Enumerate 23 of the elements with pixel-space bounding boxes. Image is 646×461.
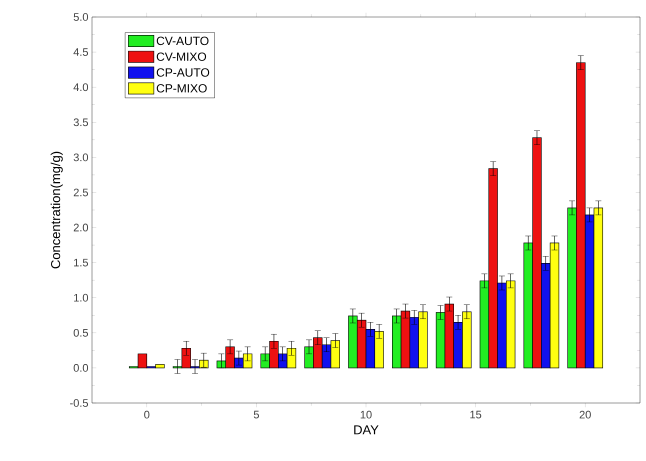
x-tick-label: 0 — [144, 410, 150, 419]
y-tick-label: 4.5 — [73, 48, 88, 56]
y-tick-label: 1.5 — [74, 258, 88, 266]
x-tick-label: 20 — [580, 410, 591, 419]
x-tick-label: 15 — [470, 410, 482, 418]
y-tick-label: 4.0 — [73, 83, 88, 92]
y-axis-title: Concentration(mg/g) — [50, 152, 63, 268]
x-axis-title: DAY — [354, 425, 379, 434]
y-tick-label: 2.0 — [74, 224, 88, 232]
x-tick-label: 10 — [360, 410, 372, 419]
legend-label: CV-MIXO — [156, 52, 206, 61]
y-tick-label: 0.0 — [74, 364, 88, 372]
y-tick-label: 5.0 — [74, 13, 88, 21]
y-tick-label: -0.5 — [70, 399, 88, 407]
y-tick-label: 3.0 — [74, 153, 88, 162]
legend-label: CP-MIXO — [156, 84, 207, 93]
x-tick-label: 5 — [254, 410, 259, 418]
legend-label: CV-AUTO — [156, 36, 209, 46]
y-tick-label: 3.5 — [74, 118, 88, 126]
y-tick-label: 0.5 — [74, 328, 88, 337]
legend-label: CP-AUTO — [156, 68, 210, 77]
y-tick-label: 2.5 — [74, 188, 88, 196]
y-tick-label: 1.0 — [74, 294, 88, 302]
